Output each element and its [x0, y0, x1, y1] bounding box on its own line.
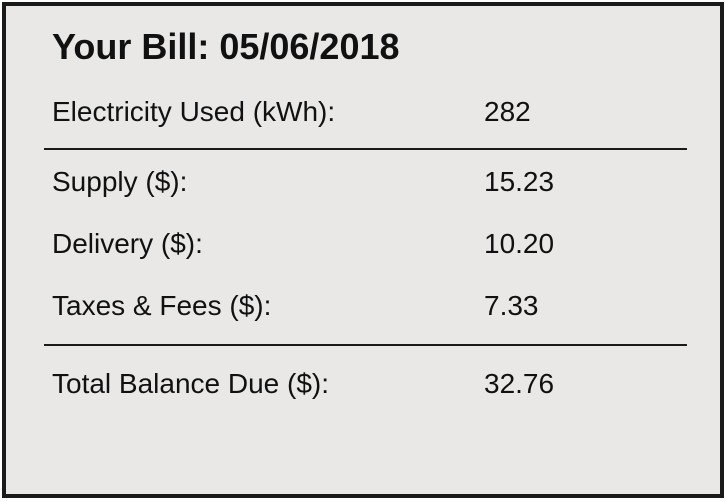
electricity-used-value: 282: [484, 96, 531, 127]
taxes-fees-row: Taxes & Fees ($): 7.33: [52, 290, 692, 330]
taxes-fees-value: 7.33: [484, 290, 539, 321]
electricity-used-label: Electricity Used (kWh):: [52, 96, 336, 127]
bill-title: Your Bill: 05/06/2018: [52, 26, 400, 67]
total-balance-label: Total Balance Due ($):: [52, 368, 330, 399]
supply-label: Supply ($):: [52, 166, 188, 197]
total-balance-value: 32.76: [484, 368, 555, 399]
divider: [44, 148, 687, 150]
delivery-row: Delivery ($): 10.20: [52, 228, 692, 268]
divider: [44, 344, 687, 346]
delivery-value: 10.20: [484, 228, 555, 259]
electricity-used-row: Electricity Used (kWh): 282: [52, 96, 692, 136]
delivery-label: Delivery ($):: [52, 228, 203, 259]
supply-row: Supply ($): 15.23: [52, 166, 692, 206]
supply-value: 15.23: [484, 166, 555, 197]
total-balance-row: Total Balance Due ($): 32.76: [52, 368, 692, 408]
taxes-fees-label: Taxes & Fees ($):: [52, 290, 272, 321]
